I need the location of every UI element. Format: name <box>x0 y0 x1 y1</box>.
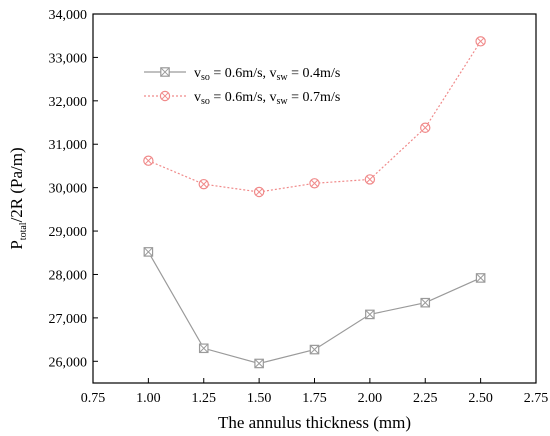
legend-entry-series-2: vso = 0.6m/s, vsw = 0.7m/s <box>144 90 340 107</box>
y-tick-label: 34,000 <box>49 8 88 23</box>
y-tick-label: 32,000 <box>49 95 88 110</box>
y-tick-label: 30,000 <box>49 182 88 197</box>
data-point-marker-cross-b <box>254 358 264 369</box>
data-point-marker-cross-b <box>200 180 208 188</box>
data-point-marker-cross-b <box>420 298 430 308</box>
series-2-point <box>420 122 431 133</box>
x-tick-label: 2.25 <box>413 391 438 406</box>
y-axis-title-subscript: total <box>18 222 29 240</box>
series-1-point <box>475 273 486 283</box>
data-point-marker-cross-b <box>476 273 486 283</box>
y-tick-label: 28,000 <box>49 268 88 283</box>
legend-marker-shape-cross-b <box>161 92 169 100</box>
data-point-marker-cross-b <box>143 247 153 257</box>
series-layer <box>143 36 486 369</box>
y-axis-title-main: P <box>7 240 26 249</box>
data-point-marker-cross-b <box>421 124 429 132</box>
y-tick-label: 31,000 <box>49 138 88 153</box>
y-tick-label: 27,000 <box>49 312 88 327</box>
x-tick-label: 2.50 <box>468 391 493 406</box>
y-tick-label: 29,000 <box>49 225 88 240</box>
legend-entry-series-1: vso = 0.6m/s, vsw = 0.4m/s <box>144 66 340 83</box>
series-1-point <box>309 344 320 355</box>
series-2-line <box>148 41 482 193</box>
x-tick-label: 2.75 <box>524 391 549 406</box>
data-point-marker-cross-b <box>365 309 375 319</box>
data-point-marker-cross-b <box>255 188 263 196</box>
series-1 <box>143 247 486 369</box>
series-2-point <box>253 186 265 198</box>
y-axis-ticks: 26,000 27,000 28,000 29,000 30,000 31,000 32,0… <box>49 8 98 370</box>
series-2 <box>143 36 486 198</box>
legend-label-series-2: vso = 0.6m/s, vsw = 0.7m/s <box>194 90 340 107</box>
series-2-point <box>198 178 209 190</box>
series-2-point <box>309 178 320 189</box>
x-axis-ticks: 0.75 1.00 1.25 1.50 1.75 2.00 2.25 2.50 2.75 <box>81 378 549 406</box>
series-1-point <box>365 309 375 320</box>
data-point-marker-cross-b <box>477 37 485 45</box>
x-axis-title: The annulus thickness (mm) <box>218 413 411 432</box>
series-1-point <box>198 343 209 354</box>
y-axis-title-rest: /2R (Pa/m) <box>7 147 26 222</box>
data-point-marker-cross-b <box>366 175 374 183</box>
series-2-point <box>364 174 376 185</box>
legend-marker-shape-cross-b <box>160 67 170 77</box>
x-tick-label: 1.25 <box>192 391 217 406</box>
data-point-marker-cross-b <box>309 345 320 355</box>
series-1-point <box>254 358 264 369</box>
y-axis-title: Ptotal/2R (Pa/m) <box>7 147 29 249</box>
y-tick-label: 26,000 <box>49 355 88 370</box>
data-point-marker-cross-b <box>199 343 209 353</box>
x-tick-label: 0.75 <box>81 391 106 406</box>
legend-marker-series-2 <box>159 90 171 102</box>
x-tick-label: 1.00 <box>136 391 161 406</box>
y-tick-label: 33,000 <box>49 51 88 66</box>
data-point-marker-cross-b <box>144 157 152 165</box>
x-tick-label: 1.75 <box>302 391 327 406</box>
legend-label-series-1: vso = 0.6m/s, vsw = 0.4m/s <box>194 66 340 83</box>
series-1-point <box>420 297 431 308</box>
legend: vso = 0.6m/s, vsw = 0.4m/s vso = 0.6m/s,… <box>144 66 340 107</box>
legend-marker-series-1 <box>160 67 170 77</box>
x-tick-label: 1.50 <box>247 391 272 406</box>
x-tick-label: 2.00 <box>358 391 383 406</box>
series-2-point <box>143 155 154 166</box>
data-point-marker-cross-b <box>310 179 319 187</box>
series-2-point <box>475 36 486 47</box>
series-1-point <box>143 247 154 257</box>
